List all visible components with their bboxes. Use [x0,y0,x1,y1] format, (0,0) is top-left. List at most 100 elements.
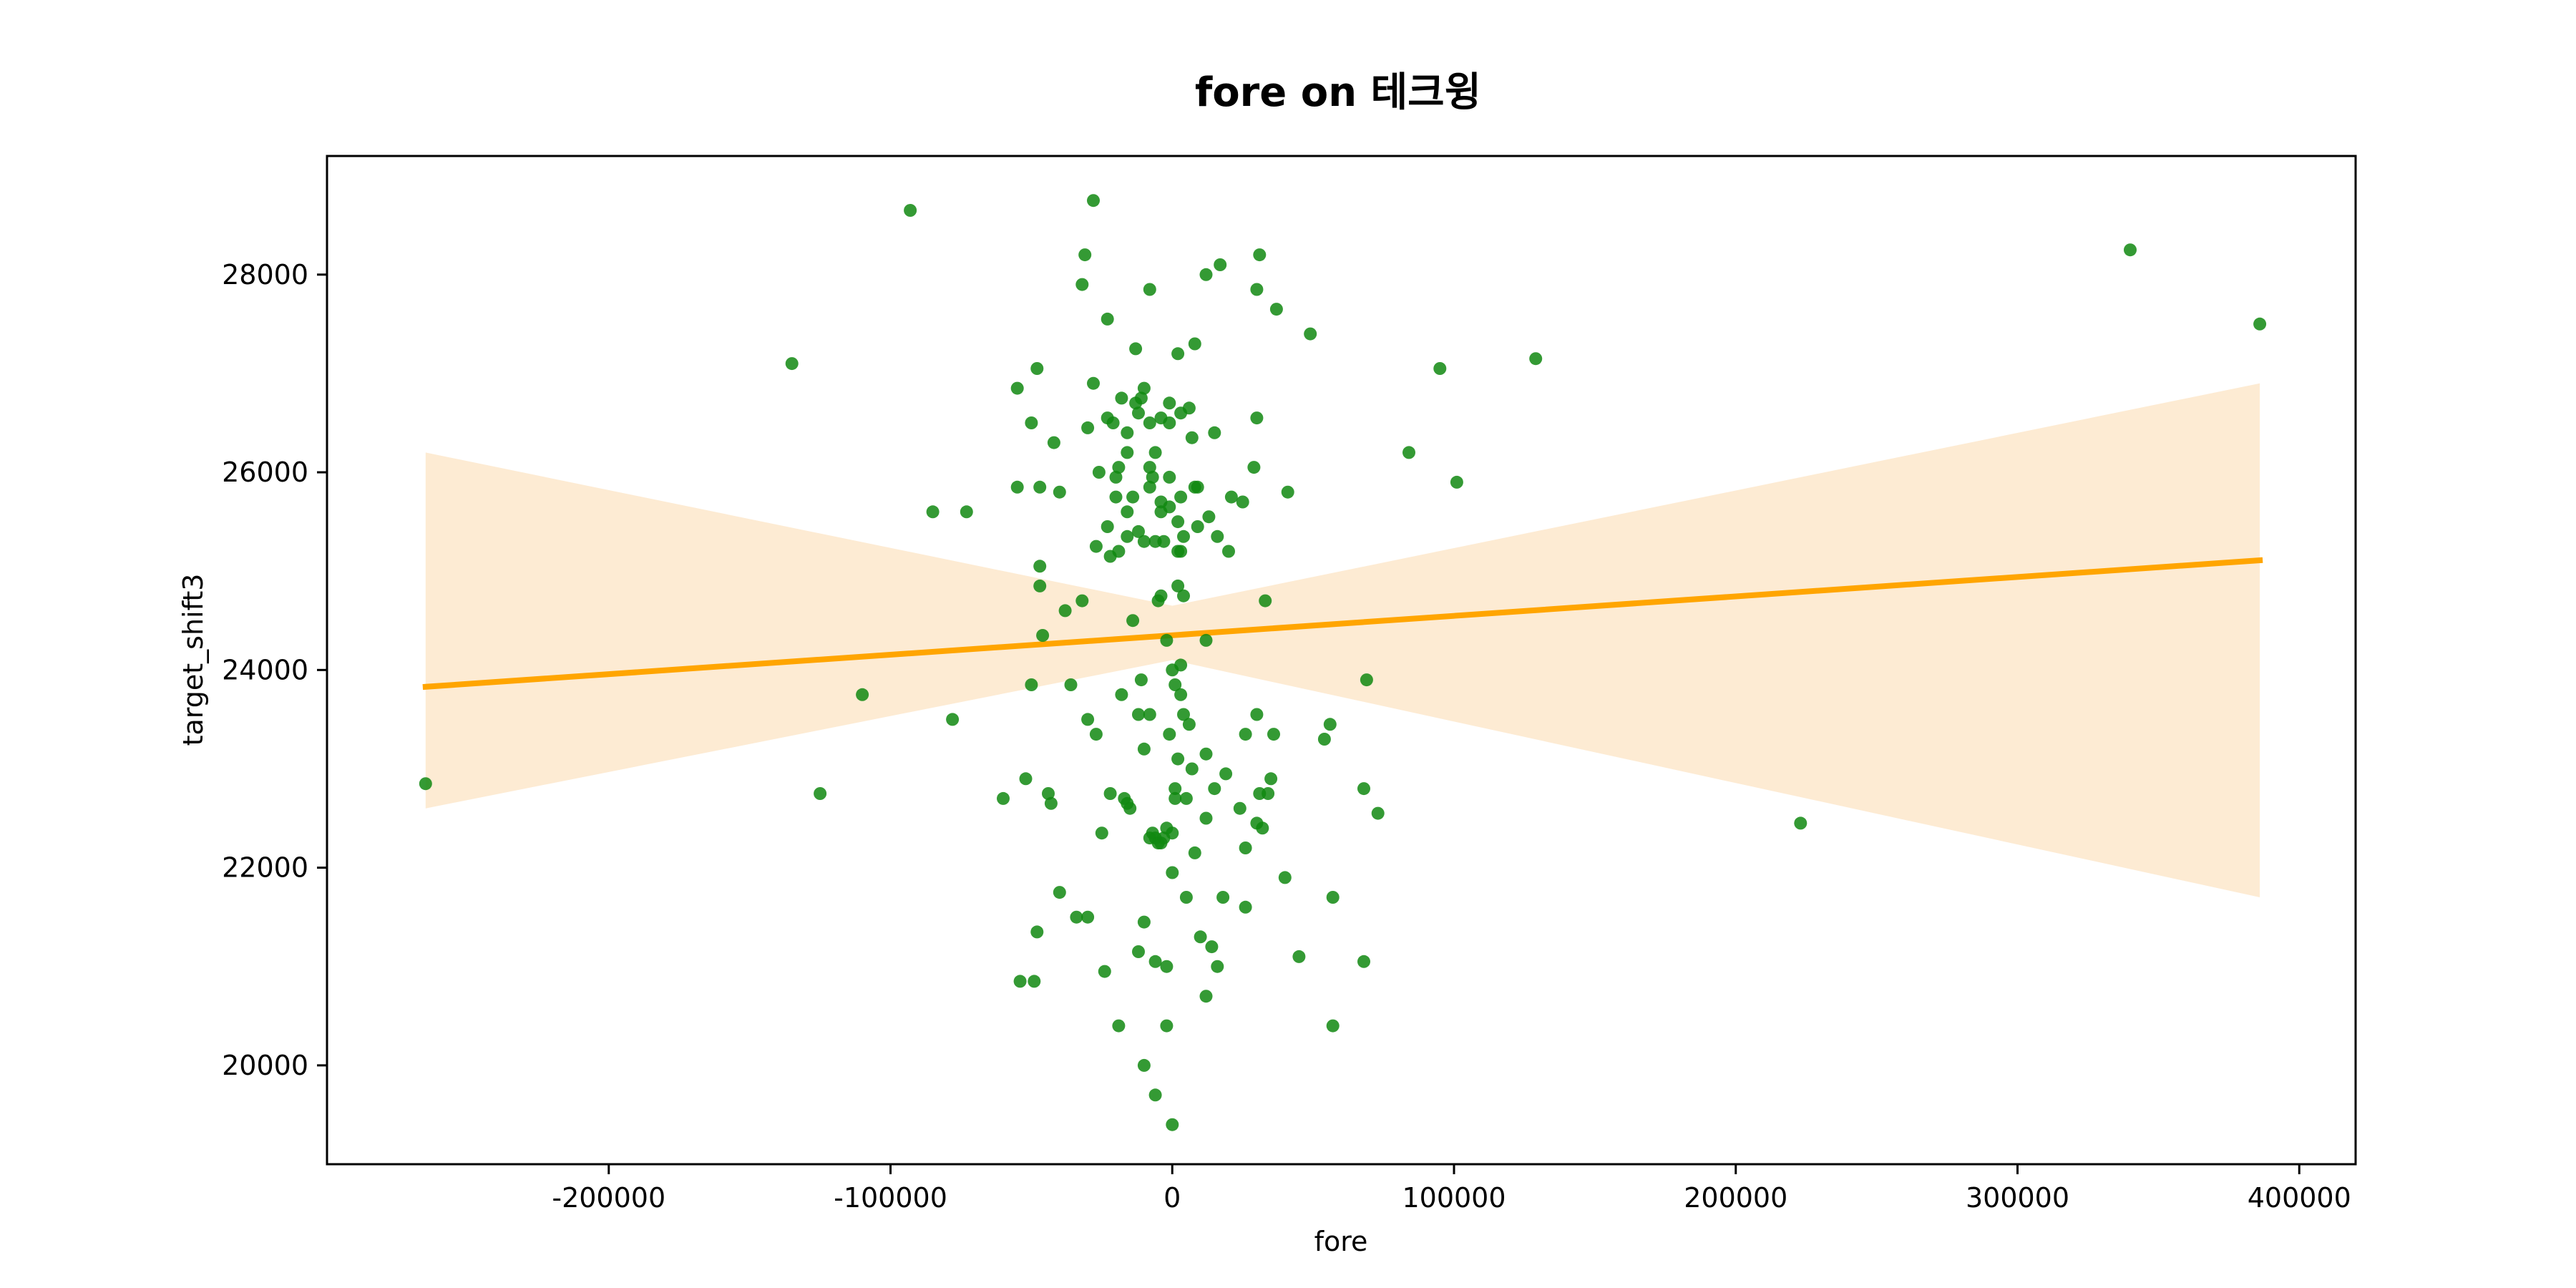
scatter-point [1092,466,1106,479]
scatter-point [1095,826,1108,840]
scatter-point [1146,470,1159,484]
scatter-point [856,688,869,701]
scatter-point [1269,303,1283,316]
scatter-point [997,791,1010,805]
scatter-point [1174,490,1188,504]
scatter-point [904,204,917,217]
scatter-point [1121,530,1134,543]
scatter-point [1529,352,1543,366]
scatter-point [1317,733,1331,746]
scatter-point [1169,782,1182,796]
scatter-point [1030,925,1044,939]
scatter-point [1199,747,1213,761]
scatter-point [1121,446,1134,459]
scatter-point [1219,767,1233,781]
confidence-band-layer [425,383,2260,897]
scatter-point [1132,708,1145,721]
scatter-point [1115,391,1128,405]
scatter-point [1199,811,1213,825]
scatter-point [1143,416,1156,429]
scatter-point [1160,960,1174,973]
scatter-point [1160,633,1174,647]
scatter-point [1163,396,1176,410]
x-axis-label: fore [1314,1226,1368,1257]
scatter-point [1154,589,1168,602]
scatter-point [1115,688,1128,701]
scatter-point [946,713,960,726]
scatter-point [1250,708,1264,721]
x-axis-ticks: -200000 -100000 0 100000 200000 300000 400000 [552,1164,2351,1214]
scatter-point [1360,673,1373,687]
scatter-point [1134,391,1148,405]
x-tick-label: 100000 [1402,1182,1506,1214]
scatter-point [1256,821,1269,835]
scatter-point [1174,688,1188,701]
scatter-point [960,505,973,519]
scatter-point [1402,446,1415,459]
scatter-point [1188,337,1201,351]
scatter-point [1278,871,1292,884]
scatter-point [1208,782,1221,796]
scatter-point [1112,545,1126,558]
scatter-point [1224,490,1238,504]
scatter-point [1010,381,1024,395]
scatter-point [1081,421,1095,434]
scatter-point [1030,362,1044,375]
scatter-point [1148,955,1162,968]
scatter-points-layer [419,194,2267,1131]
scatter-point [1087,376,1100,390]
scatter-point [1191,520,1204,533]
scatter-point [1323,718,1337,731]
scatter-point [1247,461,1261,474]
scatter-point [1126,490,1140,504]
x-tick-label: 0 [1163,1182,1181,1214]
scatter-point [1433,362,1447,375]
scatter-point [1357,955,1370,968]
scatter-point [1148,1088,1162,1102]
scatter-point [1250,283,1264,296]
plot-area-frame [326,155,2357,1166]
scatter-point [1177,708,1190,721]
scatter-point [1171,515,1185,529]
scatter-point [1174,658,1188,672]
scatter-point [1121,505,1134,519]
scatter-point [1081,910,1095,924]
scatter-point [1202,510,1216,524]
scatter-point [1292,950,1306,963]
scatter-point [1132,945,1145,958]
scatter-point [1025,678,1038,691]
scatter-point [814,787,827,800]
scatter-point [1182,401,1196,415]
scatter-point [1166,826,1179,840]
scatter-point [1106,416,1120,429]
scatter-point [1137,1058,1151,1072]
scatter-point [1253,248,1267,262]
scatter-point [1171,347,1185,361]
scatter-point [1169,791,1182,805]
scatter-point [1199,268,1213,281]
scatter-point [1033,579,1047,592]
scatter-point [419,777,432,791]
scatter-point [1075,278,1089,291]
scatter-point [1143,461,1156,474]
scatter-point [1137,915,1151,929]
scatter-point [1148,446,1162,459]
scatter-point [1171,752,1185,766]
scatter-point [1089,728,1103,741]
scatter-point [1208,426,1221,439]
scatter-point [1126,614,1140,628]
scatter-point [1033,560,1047,573]
scatter-point [1109,490,1123,504]
scatter-point [1137,535,1151,548]
scatter-point [1169,678,1182,691]
scatter-point [926,505,940,519]
scatter-point [1087,194,1100,208]
scatter-point [1450,475,1463,489]
scatter-point [1188,846,1201,859]
scatter-point [1177,589,1190,602]
scatter-point [1025,416,1038,429]
scatter-point [1214,258,1227,271]
y-tick-label: 24000 [222,654,308,686]
scatter-point [1357,782,1370,796]
